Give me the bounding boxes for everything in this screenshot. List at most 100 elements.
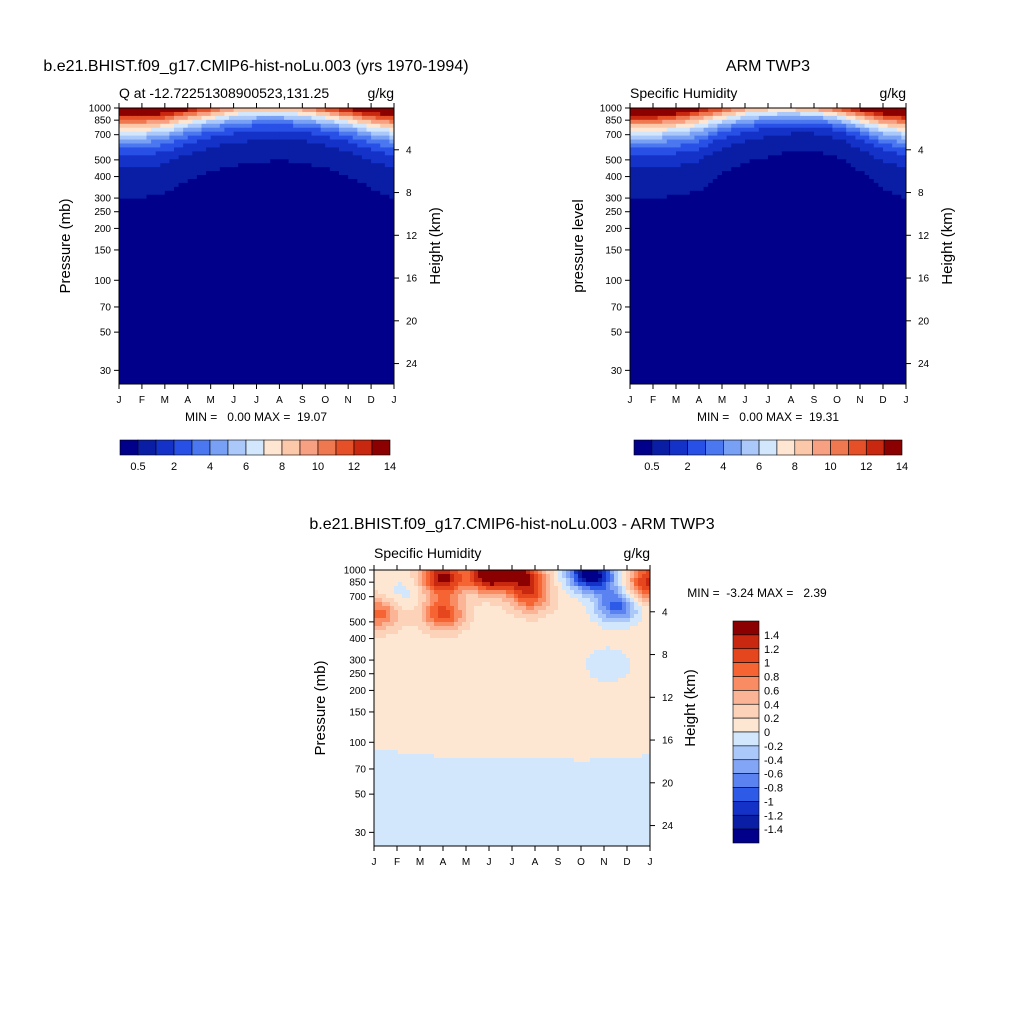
heatmap-cell xyxy=(648,257,654,263)
heatmap-cell xyxy=(352,364,358,369)
heatmap-cell xyxy=(371,344,377,350)
heatmap-cell xyxy=(141,186,148,192)
heatmap-cell xyxy=(178,249,184,255)
heatmap-cell xyxy=(261,376,267,381)
heatmap-cell xyxy=(270,368,276,373)
heatmap-cell xyxy=(380,356,386,361)
heatmap-cell xyxy=(339,167,345,172)
heatmap-cell xyxy=(320,269,326,275)
heatmap-cell xyxy=(229,167,235,172)
heatmap-cell xyxy=(256,119,262,125)
heatmap-cell xyxy=(256,305,262,310)
heatmap-cell xyxy=(123,115,129,121)
heatmap-cell xyxy=(265,332,271,338)
heatmap-cell xyxy=(169,277,175,283)
heatmap-cell xyxy=(178,226,184,231)
heatmap-cell xyxy=(238,289,244,294)
heatmap-cell xyxy=(643,269,649,275)
heatmap-cell xyxy=(643,111,649,117)
heatmap-cell xyxy=(265,242,271,247)
heatmap-cell xyxy=(251,261,258,267)
heatmap-cell xyxy=(238,281,244,287)
heatmap-cell xyxy=(375,222,381,227)
heatmap-cell xyxy=(662,324,668,330)
heatmap-cell xyxy=(325,186,331,192)
heatmap-cell xyxy=(634,249,640,255)
heatmap-cell xyxy=(662,261,668,267)
heatmap-cell xyxy=(329,186,336,192)
heatmap-cell xyxy=(146,372,152,377)
heatmap-cell xyxy=(119,257,125,263)
heatmap-cell xyxy=(671,175,677,180)
heatmap-cell xyxy=(325,171,331,176)
heatmap-cell xyxy=(137,214,143,219)
heatmap-cell xyxy=(192,289,198,294)
x-tick-label: F xyxy=(139,395,145,406)
heatmap-cell xyxy=(288,257,294,263)
heatmap-cell xyxy=(270,344,276,350)
heatmap-cell xyxy=(657,293,663,298)
heatmap-cell xyxy=(261,108,267,113)
heatmap-cell xyxy=(132,178,138,184)
heatmap-cell xyxy=(132,316,138,322)
heatmap-cell xyxy=(174,301,180,306)
heatmap-cell xyxy=(151,368,157,373)
heatmap-cell xyxy=(639,147,645,152)
heatmap-cell xyxy=(160,222,166,227)
heatmap-cell xyxy=(192,230,198,235)
heatmap-cell xyxy=(224,309,230,314)
heatmap-cell xyxy=(634,155,640,160)
heatmap-cell xyxy=(247,210,253,216)
heatmap-cell xyxy=(284,364,290,369)
heatmap-cell xyxy=(375,163,381,168)
heatmap-cell xyxy=(155,202,161,208)
heatmap-cell xyxy=(141,332,148,338)
heatmap-cell xyxy=(265,336,271,342)
heatmap-cell xyxy=(151,344,157,350)
heatmap-cell xyxy=(132,163,138,168)
heatmap-cell xyxy=(352,320,358,326)
heatmap-cell xyxy=(293,316,299,322)
heatmap-cell xyxy=(311,111,317,117)
heatmap-cell xyxy=(371,111,377,117)
heatmap-cell xyxy=(325,119,331,125)
heatmap-cell xyxy=(196,159,203,164)
heatmap-cell xyxy=(192,139,198,145)
heatmap-cell xyxy=(334,218,340,223)
heatmap-cell xyxy=(316,159,322,164)
heatmap-cell xyxy=(160,218,166,223)
heatmap-cell xyxy=(316,340,322,346)
heatmap-cell xyxy=(123,234,129,239)
colorbar-box xyxy=(227,439,247,456)
heatmap-cell xyxy=(270,277,276,283)
heatmap-cell xyxy=(146,305,152,310)
heatmap-cell xyxy=(119,368,125,373)
heatmap-cell xyxy=(348,108,354,113)
heatmap-cell xyxy=(325,265,331,271)
heatmap-cell xyxy=(297,368,303,373)
heatmap-cell xyxy=(343,364,349,369)
heatmap-cell xyxy=(639,230,645,235)
heatmap-cell xyxy=(389,261,394,267)
heatmap-cell xyxy=(380,340,386,346)
heatmap-cell xyxy=(648,226,654,231)
heatmap-cell xyxy=(325,111,331,117)
heatmap-cell xyxy=(343,273,349,279)
heatmap-cell xyxy=(279,190,285,196)
heatmap-cell xyxy=(380,198,386,204)
heatmap-cell xyxy=(384,277,391,283)
heatmap-cell xyxy=(224,320,230,326)
heatmap-cell xyxy=(288,344,294,350)
heatmap-cell xyxy=(384,218,391,223)
heatmap-cell xyxy=(671,123,677,129)
heatmap-cell xyxy=(311,277,317,283)
heatmap-cell xyxy=(634,115,640,121)
heatmap-cell xyxy=(389,360,394,365)
heatmap-cell xyxy=(380,277,386,283)
heatmap-cell xyxy=(343,151,349,156)
heatmap-cell xyxy=(174,332,180,338)
heatmap-cell xyxy=(238,171,244,176)
heatmap-cell xyxy=(361,285,368,290)
heatmap-cell xyxy=(123,277,129,283)
heatmap-cell xyxy=(164,242,171,247)
